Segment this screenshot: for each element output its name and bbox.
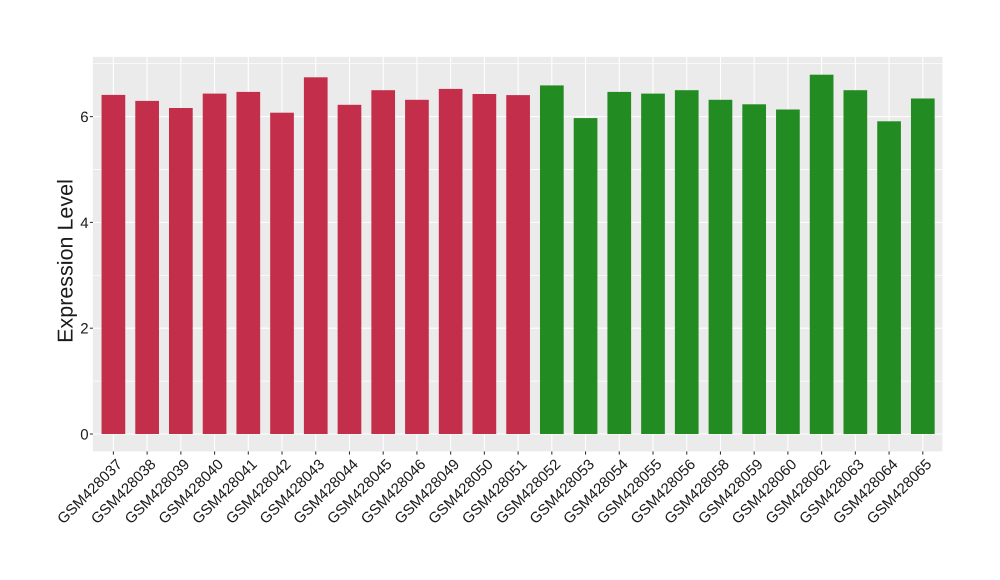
svg-text:4: 4 xyxy=(80,215,88,232)
svg-text:Expression Level: Expression Level xyxy=(54,179,78,343)
svg-text:2: 2 xyxy=(80,321,88,338)
svg-text:0: 0 xyxy=(80,426,88,443)
svg-text:6: 6 xyxy=(80,109,88,126)
